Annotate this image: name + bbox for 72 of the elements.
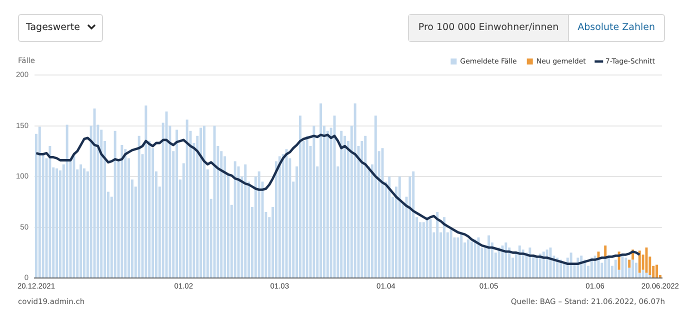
bar: [186, 120, 188, 278]
bar: [538, 254, 542, 278]
bar: [470, 241, 473, 278]
bar: [374, 116, 377, 278]
bar: [124, 149, 127, 278]
bar: [474, 239, 476, 278]
bar: [498, 248, 500, 278]
bar: [340, 130, 343, 278]
bar: [597, 260, 600, 278]
bar: [466, 239, 470, 278]
bar: [38, 126, 41, 278]
bar: [638, 250, 641, 273]
bar: [306, 136, 308, 278]
bar: [398, 176, 401, 278]
bar: [258, 171, 260, 278]
bar: [518, 246, 521, 278]
bar: [536, 258, 538, 278]
bar: [48, 146, 52, 278]
bar: [200, 128, 202, 278]
bar: [298, 116, 302, 278]
bar: [522, 250, 524, 278]
bar: [138, 136, 140, 278]
bar: [364, 136, 367, 278]
bar: [66, 124, 68, 278]
bar: [604, 246, 607, 258]
bar: [120, 145, 124, 278]
bar: [388, 176, 391, 278]
text: Tageswerte: [26, 22, 80, 33]
bar: [624, 258, 628, 278]
bar: [546, 250, 548, 278]
bar: [608, 258, 610, 278]
bar: [312, 126, 316, 278]
bar: [645, 272, 648, 278]
bar: [412, 171, 415, 278]
bar: [176, 130, 178, 278]
bar: [528, 248, 532, 278]
bar: [460, 232, 463, 278]
bar: [456, 237, 460, 278]
bar: [656, 264, 658, 278]
bar: [82, 168, 86, 278]
bar: [320, 103, 322, 278]
bar: [442, 217, 446, 278]
bar: [645, 248, 648, 273]
bar: [600, 262, 604, 278]
bar: [354, 103, 356, 278]
bar: [621, 256, 624, 278]
bar: [450, 229, 452, 278]
bar: [114, 130, 116, 278]
bar: [80, 164, 82, 278]
bar: [244, 164, 247, 278]
bar: [614, 260, 617, 278]
bar: [488, 235, 490, 278]
bar: [278, 156, 281, 278]
bar: [426, 217, 428, 278]
bar: [542, 252, 545, 278]
bar: [604, 258, 607, 278]
bar: [144, 105, 148, 278]
bar: [549, 248, 552, 278]
bar: [648, 274, 652, 278]
bar: [628, 260, 631, 268]
bar: [56, 168, 58, 278]
bar: [632, 260, 634, 278]
bar: [234, 161, 236, 278]
text: Absolute Zahlen: [576, 21, 656, 35]
bar: [436, 212, 439, 278]
bar: [504, 242, 508, 278]
bar: [202, 126, 206, 278]
bar: [580, 256, 583, 278]
text: Pro 100 000 Einwohner/innen: [409, 15, 569, 41]
bar: [72, 154, 76, 278]
bar: [634, 262, 638, 278]
bar: [642, 270, 644, 278]
